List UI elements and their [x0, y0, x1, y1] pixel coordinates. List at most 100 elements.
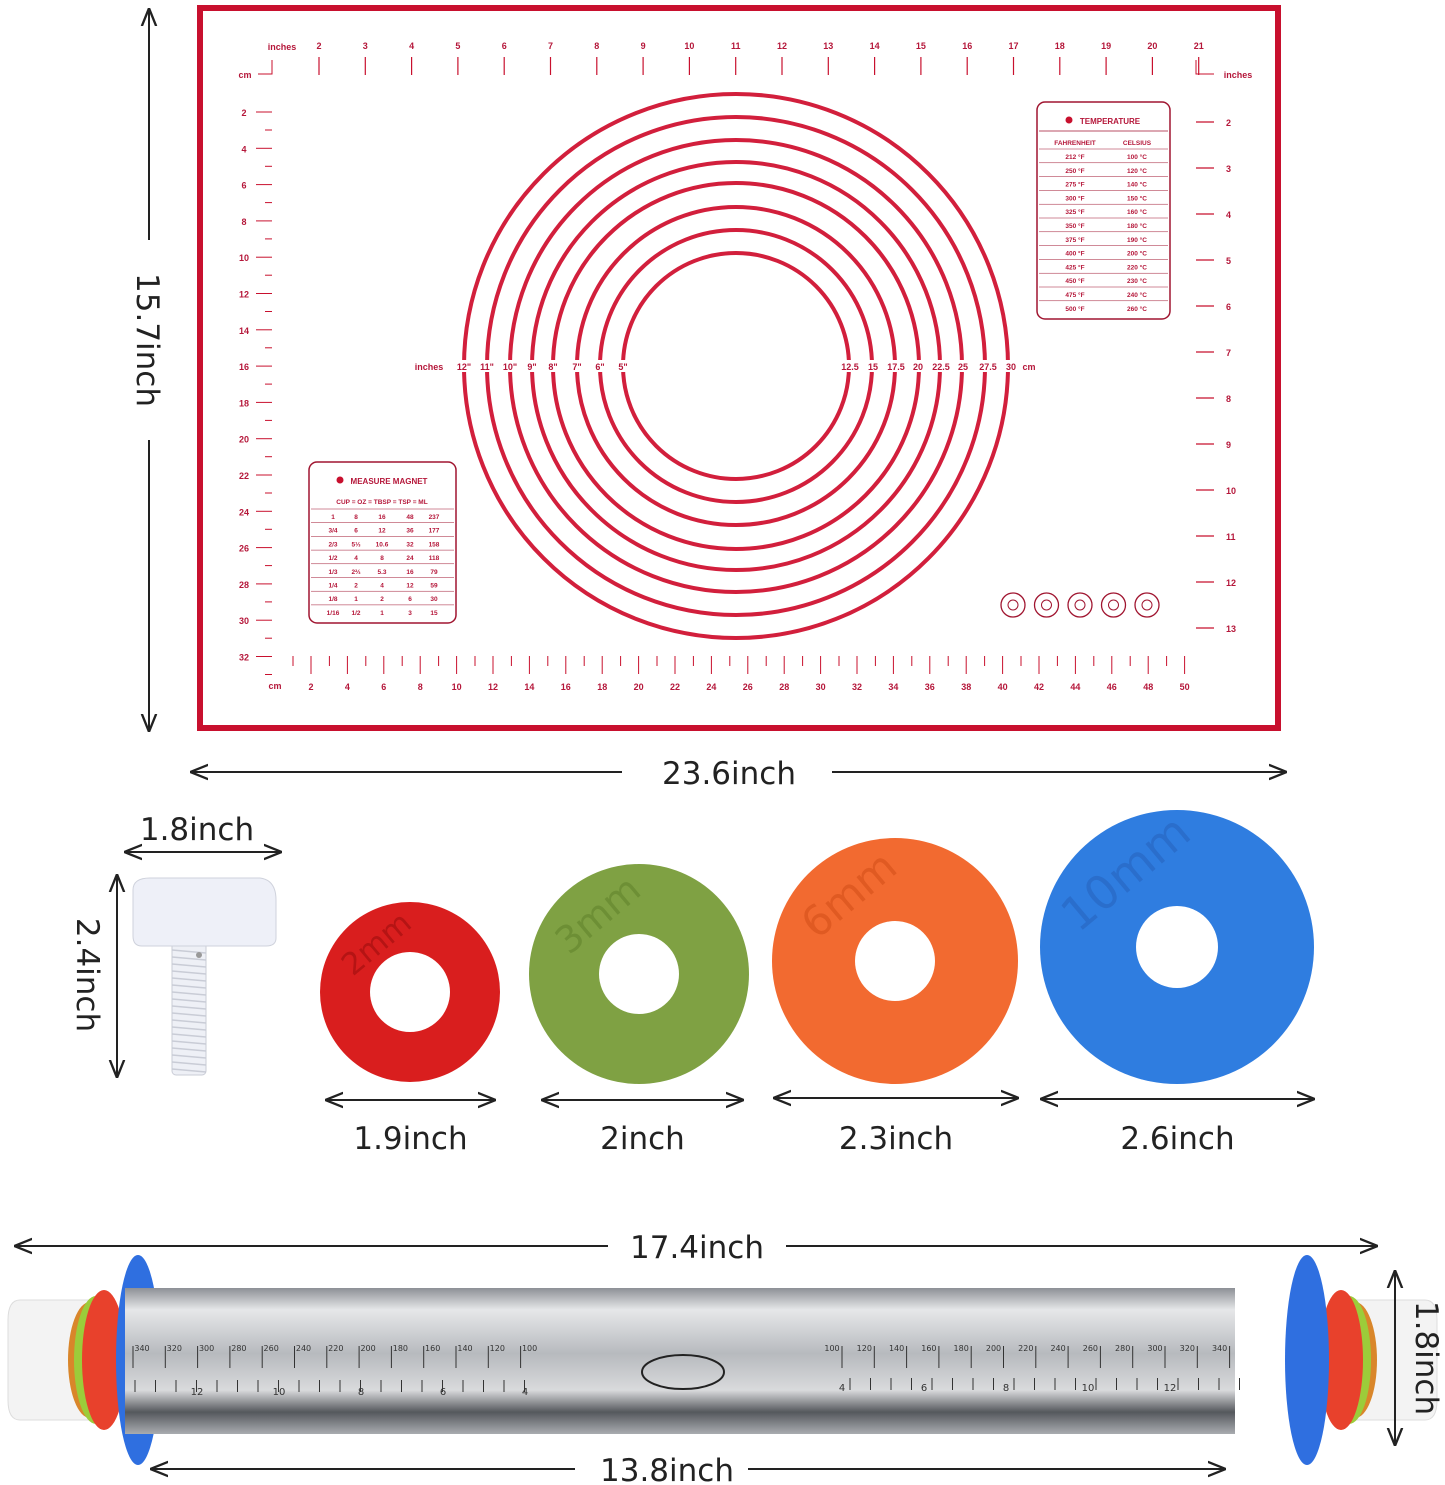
top-unit: inches: [268, 42, 297, 52]
left-ruler-label: 20: [239, 435, 249, 445]
bottom-ruler-label: 12: [488, 682, 498, 692]
measure-cell: 5⅓: [351, 541, 361, 548]
bottom-ruler-label: 40: [998, 682, 1008, 692]
circle-inch-label: 10": [503, 362, 517, 372]
measure-cell: 8: [354, 514, 358, 521]
measure-title: MEASURE MAGNET: [351, 477, 428, 486]
measure-cell: 2: [380, 596, 384, 603]
measure-cell: 15: [430, 610, 438, 617]
pin-ml-label: 160: [425, 1344, 440, 1353]
pin-barrel: [125, 1288, 1235, 1434]
circle-inch-label: 9": [527, 362, 536, 372]
pin-length-label: 17.4inch: [630, 1230, 764, 1266]
circle-cm-label: 30: [1006, 362, 1016, 372]
left-ruler-label: 30: [239, 616, 249, 626]
mat-rulers: 2 3 4 5 6 7 8 9 10 11 12 13 14 15 16 17 18 19 20 2123456789…: [239, 41, 1236, 692]
top-ruler-label: 19: [1101, 41, 1111, 51]
pin-ml-label: 140: [889, 1344, 904, 1353]
measure-cell: 1/3: [328, 569, 337, 576]
left-ruler-label: 8: [241, 217, 246, 227]
spacer-disc-6mm: 6mm: [772, 838, 1018, 1084]
bottom-ruler-label: 10: [452, 682, 462, 692]
disc-ring: [1319, 1290, 1363, 1430]
measure-cell: 1/8: [328, 596, 337, 603]
measure-header: CUP = OZ = TBSP = TSP = ML: [336, 499, 427, 506]
measure-cell: 24: [406, 555, 414, 562]
bullet-icon: [1065, 116, 1073, 124]
pin-ml-label: 200: [360, 1344, 375, 1353]
disc-hole: [599, 934, 679, 1014]
disc-hole: [1136, 906, 1218, 988]
bottom-unit: cm: [268, 681, 281, 691]
mat-circles: 12" 11" 10" 9" 8" 7" 6" 5" 12.5 15 17.5 20 22.5 25 27.…: [455, 92, 1021, 640]
measure-cell: 1/16: [327, 610, 340, 617]
measure-cell: 1/2: [351, 610, 360, 617]
bottom-ruler-label: 30: [816, 682, 826, 692]
top-ruler-label: 4: [409, 41, 414, 51]
top-ruler-label: 8: [594, 41, 599, 51]
pin-ml-label: 120: [857, 1344, 872, 1353]
measure-cell: 1: [354, 596, 358, 603]
spacer-disc-10mm: 10mm: [1040, 804, 1314, 1084]
bottom-ruler-label: 20: [634, 682, 644, 692]
top-ruler-label: 21: [1194, 41, 1204, 51]
temperature-cell: 375 °F: [1065, 236, 1084, 244]
pin-ml-label: 320: [1180, 1344, 1195, 1353]
circle-cm-label: 15: [868, 362, 878, 372]
top-ruler-label: 2: [316, 41, 321, 51]
circle-inch-label: 11": [480, 362, 494, 372]
circle-cm-label: 17.5: [887, 362, 905, 372]
disc-hole: [370, 952, 450, 1032]
left-ruler-label: 2: [241, 108, 246, 118]
disc-ring: [1285, 1255, 1329, 1465]
pin-inch-label: 8: [1003, 1383, 1009, 1394]
bottom-ruler-label: 48: [1143, 682, 1153, 692]
measure-cell: 59: [430, 583, 438, 590]
mat-width-label: 23.6inch: [662, 756, 796, 792]
screw-knob: [132, 877, 277, 1076]
bottom-ruler-label: 2: [308, 682, 313, 692]
left-ruler-label: 12: [239, 290, 249, 300]
pin-ml-label: 180: [954, 1344, 969, 1353]
right-ruler-label: 11: [1226, 532, 1236, 542]
food-safe-icon: [1033, 592, 1060, 618]
pin-ml-label: 100: [824, 1344, 839, 1353]
bottom-ruler-label: 44: [1070, 682, 1080, 692]
measure-cell: 1: [331, 514, 335, 521]
measure-cell: 16: [406, 569, 414, 576]
temperature-cell: 350 °F: [1065, 222, 1084, 230]
measure-cell: 79: [430, 569, 438, 576]
mat-height-label: 15.7inch: [129, 273, 165, 407]
circle-cm-label: 22.5: [932, 362, 950, 372]
temperature-cell: 140 °C: [1127, 181, 1147, 189]
measure-cell: 5.3: [377, 569, 386, 576]
bottom-ruler-label: 26: [743, 682, 753, 692]
measure-cell: 12: [406, 583, 414, 590]
right-ruler-label: 8: [1226, 394, 1231, 404]
measure-cell: 12: [378, 528, 386, 535]
pin-ml-label: 300: [199, 1344, 214, 1353]
right-ruler-label: 2: [1226, 118, 1231, 128]
pin-inch-label: 12: [1164, 1383, 1177, 1394]
temperature-cell: 300 °F: [1065, 194, 1084, 202]
pin-inch-label: 10: [1082, 1383, 1095, 1394]
left-ruler-label: 6: [241, 181, 246, 191]
top-ruler-label: 5: [455, 41, 460, 51]
disc-hole: [855, 921, 935, 1001]
measure-cell: 16: [378, 514, 386, 521]
measure-cell: 6: [408, 596, 412, 603]
bottom-ruler-label: 14: [524, 682, 534, 692]
temperature-header: FAHRENHEIT: [1054, 140, 1096, 147]
temperature-cell: 120 °C: [1127, 167, 1147, 175]
right-ruler-label: 5: [1226, 256, 1231, 266]
pin-logo-oval: [641, 1354, 725, 1390]
temperature-cell: 275 °F: [1065, 181, 1084, 189]
bottom-ruler-label: 6: [381, 682, 386, 692]
temperature-cell: 400 °F: [1065, 250, 1084, 258]
temperature-cell: 180 °C: [1127, 222, 1147, 230]
right-ruler-label: 12: [1226, 578, 1236, 588]
bottom-ruler-label: 24: [706, 682, 716, 692]
measure-cell: 3: [408, 610, 412, 617]
disc-width-label: 1.9inch: [353, 1121, 467, 1157]
measure-cell: 48: [406, 514, 414, 521]
